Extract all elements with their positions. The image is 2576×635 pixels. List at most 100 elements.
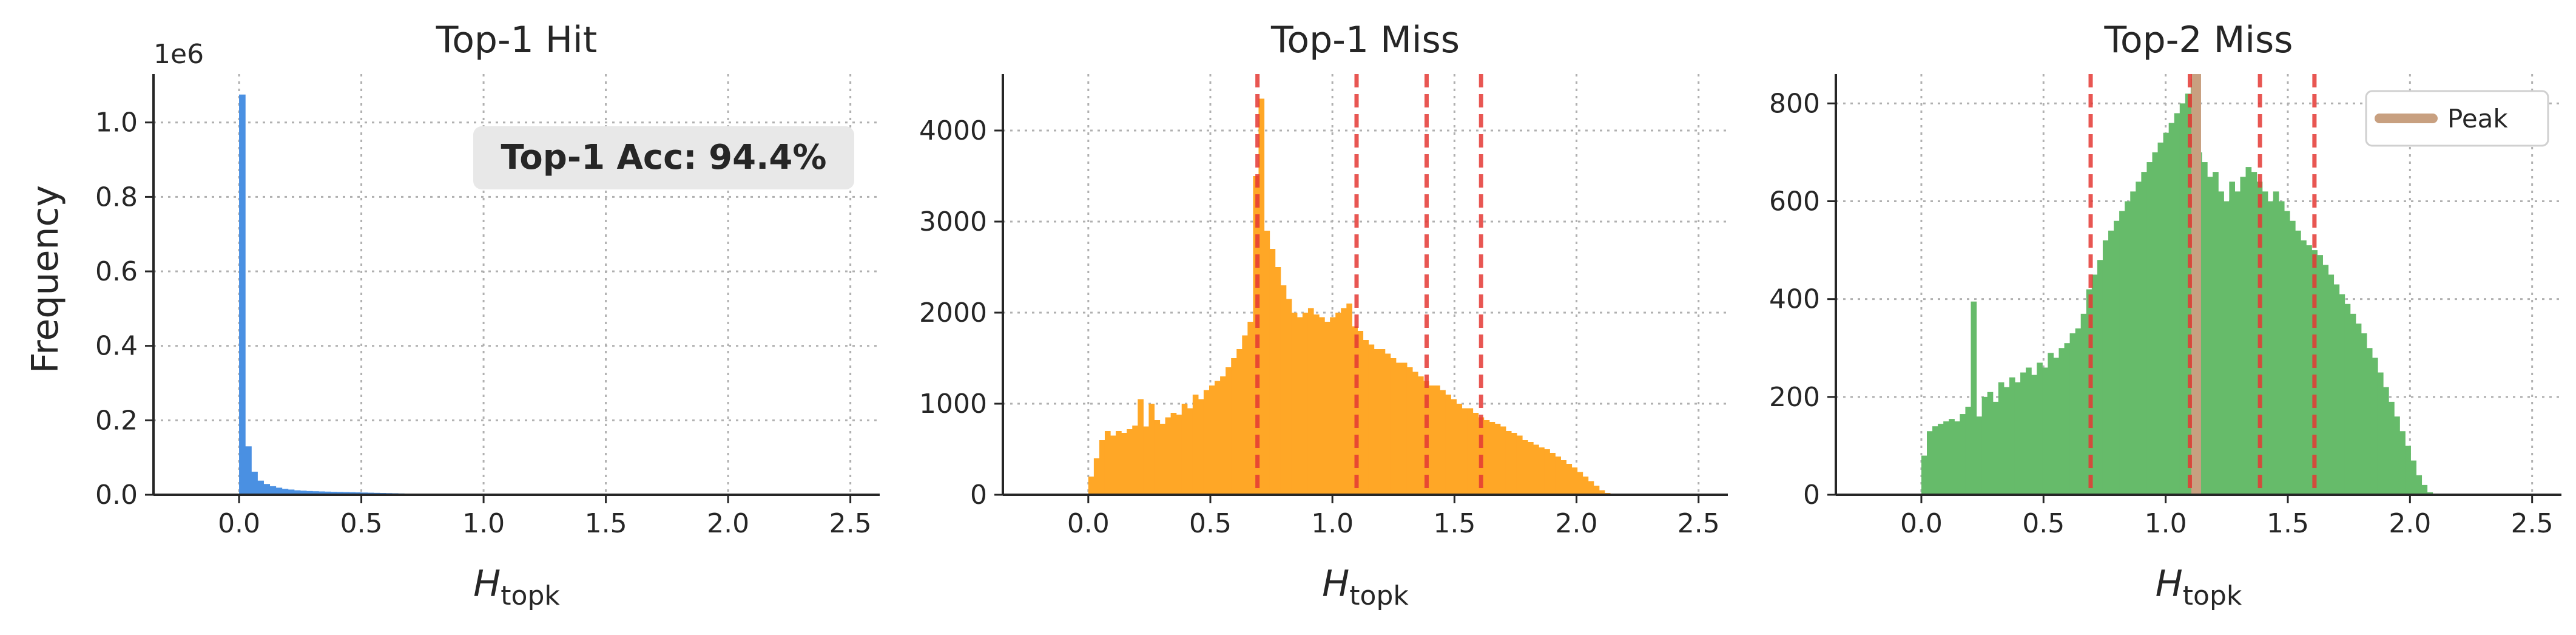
x-tick-label: 1.0 (462, 508, 505, 539)
histogram-bar (1215, 381, 1221, 495)
histogram-bar (1560, 460, 1567, 495)
histogram-bar (325, 491, 331, 495)
legend-frame (2365, 90, 2549, 147)
histogram-bar (1374, 349, 1380, 495)
panels: 0.0 0.5 1.0 1.5 2.0 2.5 0.0 0.2 0.4 0.6 0.8 1.0 1e6 T… (95, 19, 2561, 611)
histogram-bar (2333, 284, 2340, 495)
x-tick-label: 0.5 (1189, 508, 1232, 539)
histogram-bar (1220, 376, 1226, 495)
histogram-bar (1976, 416, 1983, 495)
histogram-bar (2179, 103, 2186, 495)
x-tick-label: 1.0 (1311, 508, 1354, 539)
histogram-bar (1187, 408, 1193, 495)
histogram-bar (1296, 317, 1303, 495)
histogram-bar (294, 490, 301, 495)
histogram-bar (1170, 413, 1177, 495)
histogram-bar (2273, 191, 2279, 495)
histogram-bar (1143, 426, 1150, 495)
histogram-bar (331, 492, 337, 495)
histogram-bar (2146, 162, 2153, 495)
histogram-bar (1116, 431, 1122, 495)
histogram-bar (288, 489, 295, 495)
histogram-bar (1582, 477, 1589, 495)
histogram-bar (2224, 201, 2230, 495)
histogram-bar (2031, 375, 2037, 495)
histogram-bar (275, 487, 283, 495)
x-tick-label: 0.5 (2022, 508, 2065, 539)
histogram-bar (1533, 444, 1539, 495)
histogram-bar (312, 491, 319, 495)
histogram-bar (1099, 440, 1105, 495)
legend: Peak (2365, 90, 2549, 147)
y-tick-label: 0.2 (95, 405, 138, 436)
histogram-bar (245, 446, 252, 495)
histogram-bar (2383, 387, 2389, 495)
histogram-bar (1379, 349, 1386, 495)
histogram-bar (2240, 177, 2247, 495)
histogram-bar (2344, 304, 2351, 495)
histogram-bar (2301, 240, 2307, 495)
y-tick-label: 0 (970, 480, 987, 511)
histogram-bar (1406, 367, 1413, 495)
histogram-bar (1258, 98, 1265, 495)
histogram-bar (1483, 420, 1490, 495)
histogram-bar (1949, 419, 1955, 495)
histogram-bar (1159, 424, 1166, 495)
histogram-bar (1319, 317, 1325, 495)
histogram-bar (2102, 240, 2109, 495)
x-axis-label-sub: topk (501, 580, 560, 611)
histogram-bar (1330, 317, 1336, 495)
histogram-bar (1324, 322, 1330, 495)
histogram-bar (1363, 340, 1369, 495)
histogram-bar (319, 491, 325, 495)
annotation-background (473, 126, 854, 189)
histogram-bar (1088, 477, 1094, 495)
histogram-bar (1286, 299, 1292, 495)
histogram-bar (2064, 343, 2071, 495)
y-tick-label: 0.6 (95, 256, 138, 287)
y-tick-label: 1.0 (95, 107, 138, 138)
histogram-bar (2080, 313, 2087, 495)
histogram-bar (1418, 376, 1424, 495)
histogram-bar (2086, 289, 2092, 495)
histogram-bar (349, 492, 356, 495)
x-tick-label: 2.5 (2511, 508, 2554, 539)
chart-title: Top-1 Hit (436, 19, 597, 61)
y-tick-label: 0.0 (95, 480, 138, 511)
y-tick-label: 1000 (919, 389, 987, 419)
histogram-bar (1429, 385, 1435, 495)
histogram-bar (2278, 201, 2285, 495)
histogram-bar (2048, 353, 2054, 495)
histogram-bar (2202, 162, 2208, 495)
histogram-bar (2234, 191, 2241, 495)
histogram-bar (282, 489, 289, 495)
x-tick-label: 2.0 (2389, 508, 2431, 539)
histogram-bar (1566, 464, 1573, 495)
histogram-bar (1236, 349, 1242, 495)
histogram-bar (1181, 404, 1188, 495)
histogram-bar (1539, 447, 1545, 495)
legend-label: Peak (2447, 104, 2508, 134)
histogram-bar (1500, 426, 1506, 495)
histogram-bar (1571, 467, 1578, 495)
histogram-bar (1593, 486, 1600, 495)
histogram-bar (1588, 481, 1594, 495)
histogram-bar (1341, 308, 1347, 495)
histogram-bar (2097, 260, 2103, 495)
histogram-bar (2251, 172, 2257, 495)
histogram-bar (1127, 429, 1133, 495)
panel-3: 0.0 0.5 1.0 1.5 2.0 2.5 0 200 400 600 800 Top-2 Mis… (1769, 19, 2561, 611)
histogram-bar (2020, 372, 2026, 495)
histogram-bar (2119, 211, 2125, 495)
histogram-bar (251, 471, 258, 495)
histogram-bar (2108, 230, 2114, 495)
histogram-bar (1981, 396, 1988, 495)
histogram-bar (2267, 201, 2274, 495)
histogram-bar (2136, 182, 2142, 495)
x-axis-label-main: H (1322, 563, 1349, 605)
histogram-bar (1269, 249, 1276, 495)
histogram-bar (2207, 177, 2213, 495)
histogram-bar (2290, 220, 2296, 495)
histogram-bar (2377, 372, 2384, 495)
histogram-bar (1489, 422, 1495, 495)
